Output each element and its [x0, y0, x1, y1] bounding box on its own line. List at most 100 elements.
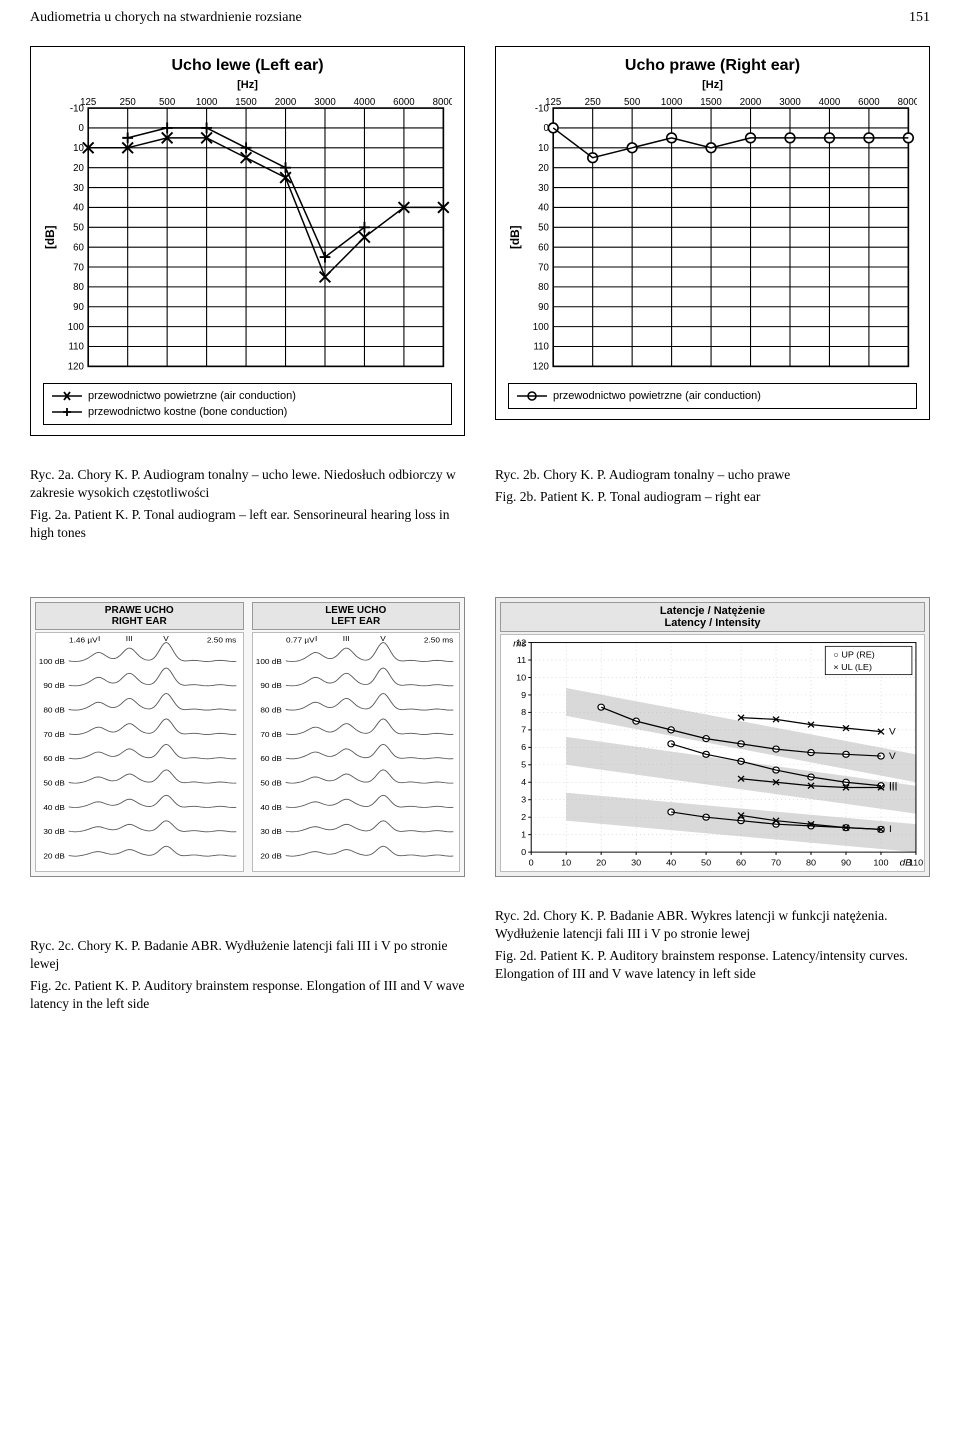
svg-text:80 dB: 80 dB: [260, 705, 282, 714]
left-ear-audiogram-box: Ucho lewe (Left ear) [Hz] 12525050010001…: [30, 46, 465, 436]
svg-text:I: I: [889, 824, 892, 835]
svg-text:40: 40: [73, 203, 84, 214]
caption-2c: Ryc. 2c. Chory K. P. Badanie ABR. Wydłuż…: [30, 937, 465, 1018]
svg-text:70 dB: 70 dB: [43, 730, 65, 739]
svg-text:50: 50: [701, 857, 711, 867]
svg-text:60 dB: 60 dB: [43, 754, 65, 763]
svg-text:I: I: [98, 634, 100, 643]
svg-text:20 dB: 20 dB: [260, 851, 282, 860]
svg-text:90: 90: [538, 302, 549, 313]
svg-text:8: 8: [521, 707, 526, 717]
caption-2d: Ryc. 2d. Chory K. P. Badanie ABR. Wykres…: [495, 907, 930, 1018]
right-ear-audiogram-box: Ucho prawe (Right ear) [Hz] 125250500100…: [495, 46, 930, 420]
svg-text:30: 30: [73, 183, 84, 194]
svg-text:V: V: [380, 634, 386, 643]
abr-right-ear-col: PRAWE UCHORIGHT EAR 1.46 µV2.50 ms100 dB…: [31, 598, 248, 876]
svg-text:20: 20: [596, 857, 606, 867]
svg-text:8000: 8000: [433, 97, 452, 108]
svg-text:× UL (LE): × UL (LE): [833, 662, 872, 672]
svg-text:100 dB: 100 dB: [255, 657, 281, 666]
abr-left-ear-col: LEWE UCHOLEFT EAR 0.77 µV2.50 ms100 dBII…: [248, 598, 465, 876]
svg-text:1.46 µV: 1.46 µV: [69, 636, 98, 645]
legend-label: przewodnictwo powietrzne (air conduction…: [88, 390, 296, 402]
svg-text:3000: 3000: [314, 97, 336, 108]
svg-text:1: 1: [521, 829, 526, 839]
svg-text:500: 500: [159, 97, 175, 108]
plus-marker-icon: [52, 406, 82, 418]
svg-text:90: 90: [73, 302, 84, 313]
svg-text:50 dB: 50 dB: [260, 778, 282, 787]
svg-text:100: 100: [873, 857, 888, 867]
svg-text:40: 40: [666, 857, 676, 867]
svg-text:3: 3: [521, 795, 526, 805]
lat-int-col: Latencje / NatężenieLatency / Intensity …: [495, 597, 930, 877]
lat-int-title: Latencje / NatężenieLatency / Intensity: [500, 602, 925, 632]
svg-text:1000: 1000: [661, 97, 683, 108]
svg-text:2.50 ms: 2.50 ms: [207, 636, 236, 645]
x-marker-icon: [52, 390, 82, 402]
legend-label: przewodnictwo powietrzne (air conduction…: [553, 390, 761, 402]
svg-text:110: 110: [533, 342, 548, 353]
page-number: 151: [909, 10, 930, 26]
caption-line: Fig. 2a. Patient K. P. Tonal audiogram –…: [30, 506, 465, 542]
abr-left-head: LEWE UCHOLEFT EAR: [252, 602, 461, 630]
svg-text:120: 120: [533, 362, 549, 373]
svg-text:1500: 1500: [235, 97, 257, 108]
svg-text:30 dB: 30 dB: [43, 827, 65, 836]
legend-row: przewodnictwo powietrzne (air conduction…: [52, 388, 443, 404]
svg-text:-10: -10: [70, 103, 84, 114]
legend-row: przewodnictwo kostne (bone conduction): [52, 404, 443, 420]
svg-text:4000: 4000: [819, 97, 841, 108]
svg-text:120: 120: [68, 362, 84, 373]
svg-text:10: 10: [516, 672, 526, 682]
svg-text:[dB]: [dB]: [43, 225, 57, 249]
svg-text:100: 100: [68, 322, 84, 333]
svg-text:40 dB: 40 dB: [43, 803, 65, 812]
svg-text:9: 9: [521, 690, 526, 700]
legend-label: przewodnictwo kostne (bone conduction): [88, 406, 287, 418]
svg-text:6000: 6000: [858, 97, 880, 108]
running-head-title: Audiometria u chorych na stwardnienie ro…: [30, 10, 302, 26]
svg-text:10: 10: [538, 143, 549, 154]
svg-text:90: 90: [841, 857, 851, 867]
svg-text:50: 50: [73, 223, 84, 234]
svg-text:[dB]: [dB]: [508, 225, 522, 249]
abr-panel: PRAWE UCHORIGHT EAR 1.46 µV 2.50 ms 100 dB…: [30, 597, 465, 877]
caption-2b: Ryc. 2b. Chory K. P. Audiogram tonalny –…: [495, 466, 930, 547]
circle-marker-icon: [517, 390, 547, 402]
svg-text:III: III: [342, 634, 349, 643]
svg-text:0: 0: [529, 857, 534, 867]
abr-right-head: PRAWE UCHORIGHT EAR: [35, 602, 244, 630]
svg-text:11: 11: [517, 655, 527, 665]
svg-text:70: 70: [771, 857, 781, 867]
svg-text:80: 80: [538, 282, 549, 293]
svg-text:dB: dB: [900, 857, 913, 868]
left-ear-panel: Ucho lewe (Left ear) [Hz] 12525050010001…: [30, 46, 465, 436]
svg-text:60: 60: [736, 857, 746, 867]
audiogram-row: Ucho lewe (Left ear) [Hz] 12525050010001…: [30, 46, 930, 436]
svg-text:80: 80: [806, 857, 816, 867]
left-ear-audiogram-chart: 1252505001000150020003000400060008000-10…: [43, 93, 452, 373]
svg-text:250: 250: [120, 97, 136, 108]
svg-text:2000: 2000: [740, 97, 762, 108]
svg-text:2000: 2000: [275, 97, 297, 108]
right-ear-hz-label: [Hz]: [508, 79, 917, 91]
svg-text:100: 100: [533, 322, 549, 333]
svg-text:90 dB: 90 dB: [43, 681, 65, 690]
svg-text:80: 80: [73, 282, 84, 293]
svg-text:10: 10: [561, 857, 571, 867]
caption-line: Ryc. 2d. Chory K. P. Badanie ABR. Wykres…: [495, 907, 930, 943]
svg-text:7: 7: [521, 725, 526, 735]
svg-text:80 dB: 80 dB: [43, 705, 65, 714]
running-head: Audiometria u chorych na stwardnienie ro…: [30, 10, 930, 26]
svg-text:90 dB: 90 dB: [260, 681, 282, 690]
svg-text:70 dB: 70 dB: [260, 730, 282, 739]
svg-text:V: V: [889, 751, 896, 762]
svg-text:I: I: [314, 634, 316, 643]
abr-captions: Ryc. 2c. Chory K. P. Badanie ABR. Wydłuż…: [30, 897, 930, 1018]
right-ear-audiogram-chart: 1252505001000150020003000400060008000-10…: [508, 93, 917, 373]
svg-text:0.77 µV: 0.77 µV: [286, 636, 315, 645]
left-ear-title: Ucho lewe (Left ear): [43, 57, 452, 75]
right-ear-legend: przewodnictwo powietrzne (air conduction…: [508, 383, 917, 409]
svg-text:250: 250: [585, 97, 601, 108]
